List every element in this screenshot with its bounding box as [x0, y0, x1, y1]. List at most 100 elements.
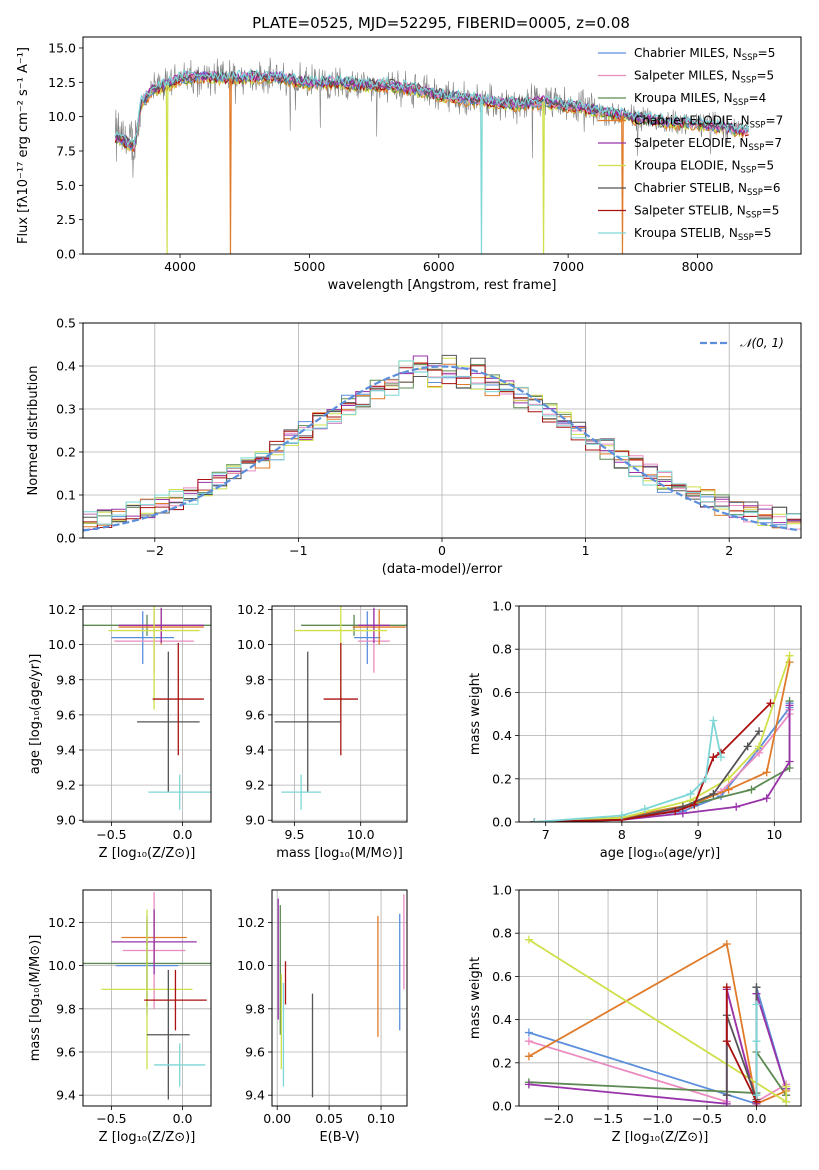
x-tick-label: 9.5: [285, 827, 305, 842]
y-axis-label: age [log₁₀(age/yr)]: [28, 654, 43, 775]
legend-label: Salpeter ELODIE, NSSP=7: [634, 136, 782, 153]
y-tick-label: 0.0: [56, 247, 76, 262]
y-tick-label: 0.1: [56, 488, 76, 503]
y-tick-label: 0.4: [56, 359, 76, 374]
x-tick-label: −2: [146, 543, 164, 558]
y-tick-label: 5.0: [56, 178, 76, 193]
y-tick-label: 0.0: [492, 1099, 512, 1114]
y-tick-label: 9.8: [245, 672, 265, 687]
x-tick-label: 1: [582, 543, 590, 558]
weight-point-marker: [762, 768, 771, 777]
age-vs-mass-panel: 9.5 10.0 9.0 9.2 9.4 9.6 9.8 10.0 10.2 mass [log₁…: [237, 602, 408, 861]
axes-frame: [518, 889, 802, 1107]
x-tick-label: 0.0: [173, 1111, 193, 1126]
weight-point-marker: [709, 753, 718, 762]
weight-vs-age-panel: 7 8 9 10 0.0 0.2 0.4 0.6 0.8 1.0 age [log₁₀(age/yr…: [468, 599, 802, 861]
figure-title: PLATE=0525, MJD=52295, FIBERID=0005, z=0…: [252, 14, 630, 32]
x-tick-label: 0.05: [315, 1111, 343, 1126]
y-tick-label: 10.0: [48, 637, 76, 652]
y-tick-label: 0.3: [56, 402, 76, 417]
y-axis-label: mass weight: [468, 957, 483, 1039]
age-vs-metallicity-panel: −0.5 0.0 9.0 9.2 9.4 9.6 9.8 10.0 10.2 Z [log₁₀(Z…: [28, 602, 212, 861]
errorbar-point: [137, 651, 200, 793]
y-tick-label: 10.2: [48, 602, 76, 617]
x-axis-label: wavelength [Angstrom, rest frame]: [328, 278, 557, 293]
x-tick-label: 4000: [164, 259, 196, 274]
x-tick-label: 6000: [423, 259, 455, 274]
plot-area: [83, 892, 211, 1100]
y-tick-label: 0.4: [492, 728, 512, 743]
weight-point-marker: [722, 1091, 731, 1100]
weight-point-marker: [747, 785, 756, 794]
weight-point-marker: [524, 1028, 533, 1037]
errorbar-point: [118, 607, 204, 643]
axes-frame: [82, 889, 212, 1107]
y-tick-label: 9.6: [245, 1045, 265, 1060]
x-tick-label: 0.00: [263, 1111, 291, 1126]
y-tick-label: 0.6: [492, 969, 512, 984]
x-tick-label: −2.0: [543, 1111, 573, 1126]
axes-frame: [271, 605, 408, 823]
normal-reference-curve: [83, 365, 799, 532]
errorbar-point: [154, 1043, 206, 1087]
y-tick-label: 9.6: [245, 707, 265, 722]
x-tick-label: 8: [618, 827, 626, 842]
x-tick-label: 0.0: [747, 1111, 767, 1126]
x-axis-label: E(B-V): [319, 1130, 359, 1145]
y-tick-label: 10.0: [237, 637, 265, 652]
y-axis-label: Flux [fλ10⁻¹⁷ erg cm⁻² s⁻¹ A⁻¹]: [16, 47, 31, 244]
y-tick-label: 0.8: [492, 926, 512, 941]
x-axis-label: Z [log₁₀(Z/Z⊙)]: [99, 1130, 196, 1145]
y-tick-label: 9.4: [245, 1088, 265, 1103]
y-tick-label: 10.0: [48, 109, 76, 124]
weight-point-marker: [724, 774, 733, 783]
y-tick-label: 0.4: [492, 1012, 512, 1027]
weight-point-marker: [762, 794, 771, 803]
y-tick-label: 0.0: [492, 815, 512, 830]
weight-point-marker: [640, 805, 649, 814]
spectrum-panel: 4000 5000 6000 7000 8000 0.0 2.5 5.0 7.5 10.0 12.5…: [16, 36, 802, 293]
weight-point-marker: [785, 651, 794, 660]
x-tick-label: −1.5: [593, 1111, 623, 1126]
y-axis-label: mass weight: [468, 673, 483, 755]
legend-label: Salpeter MILES, NSSP=5: [634, 69, 774, 86]
y-tick-label: 9.2: [56, 778, 76, 793]
x-tick-label: 2: [725, 543, 733, 558]
plot-area: [83, 606, 211, 810]
y-tick-label: 9.4: [56, 743, 76, 758]
plot-area: [277, 894, 405, 1098]
weight-series-line: [534, 655, 791, 822]
y-tick-label: 12.5: [48, 75, 76, 90]
x-tick-label: −0.5: [692, 1111, 722, 1126]
y-tick-label: 9.8: [56, 672, 76, 687]
legend-label: Chabrier MILES, NSSP=5: [634, 46, 775, 63]
errorbar-point: [301, 614, 407, 636]
weight-point-marker: [752, 1037, 761, 1046]
errorbar-point: [323, 642, 359, 756]
x-tick-label: 9: [694, 827, 702, 842]
y-tick-label: 10.2: [237, 602, 265, 617]
errorbar-point: [358, 607, 390, 643]
y-tick-label: 0.6: [492, 685, 512, 700]
weight-point-marker: [524, 935, 533, 944]
legend-label: Chabrier ELODIE, NSSP=7: [634, 114, 783, 131]
weight-point-marker: [755, 727, 764, 736]
weight-point-marker: [722, 1037, 731, 1046]
weight-point-marker: [524, 1037, 533, 1046]
absorption-feature-line: [621, 115, 624, 254]
absorption-feature-line: [480, 100, 483, 254]
y-tick-label: 10.2: [237, 915, 265, 930]
errorbar-point: [152, 642, 204, 756]
y-tick-label: 9.2: [245, 778, 265, 793]
weight-point-marker: [743, 742, 752, 751]
errorbar-point: [354, 611, 381, 664]
errorbar-point: [111, 611, 175, 664]
absorption-feature-line: [229, 78, 232, 254]
axes-frame: [82, 605, 212, 823]
y-tick-label: 7.5: [56, 143, 76, 158]
plot-area: [274, 606, 407, 810]
legend-label: Salpeter STELIB, NSSP=5: [634, 204, 779, 221]
residual-histogram-panel: −2 −1 0 1 2 0.0 0.1 0.2 0.3 0.4 0.5 (data-model)/er…: [26, 316, 802, 577]
y-axis-label: Normed distribution: [26, 366, 41, 496]
absorption-feature-line: [542, 101, 545, 254]
